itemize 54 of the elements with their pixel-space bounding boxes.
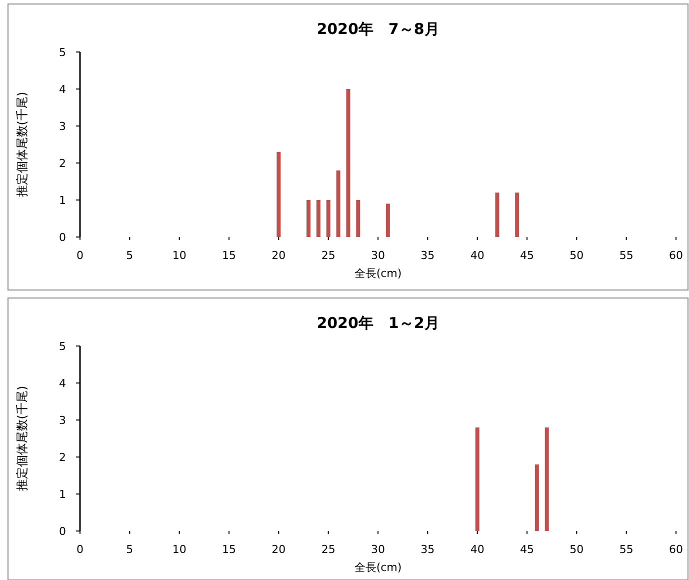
bar xyxy=(316,200,320,237)
x-tick-label: 5 xyxy=(126,543,134,556)
bar xyxy=(386,204,390,237)
x-axis-title: 全長(cm) xyxy=(354,561,402,574)
y-axis-title: 推定個体尾数(千尾) xyxy=(15,92,29,198)
x-axis-title: 全長(cm) xyxy=(354,267,402,280)
y-tick-label: 4 xyxy=(59,377,66,390)
y-tick-label: 0 xyxy=(59,525,66,538)
x-tick-label: 15 xyxy=(222,249,236,262)
chart-title: 2020年 1～2月 xyxy=(316,314,440,332)
y-tick-label: 5 xyxy=(59,340,66,353)
bar xyxy=(495,192,500,237)
y-tick-label: 2 xyxy=(59,451,66,464)
x-tick-label: 5 xyxy=(126,249,134,262)
bar xyxy=(336,170,340,237)
x-tick-label: 55 xyxy=(619,249,634,262)
y-tick-label: 5 xyxy=(59,46,66,59)
x-tick-label: 60 xyxy=(669,249,683,262)
x-tick-label: 35 xyxy=(420,249,435,262)
y-tick-label: 4 xyxy=(59,83,66,96)
bar xyxy=(276,152,281,237)
y-axis-title: 推定個体尾数(千尾) xyxy=(15,386,29,492)
x-tick-label: 45 xyxy=(520,543,534,556)
x-tick-label: 30 xyxy=(371,543,385,556)
bar xyxy=(306,200,310,237)
x-tick-label: 0 xyxy=(76,249,84,262)
x-tick-label: 50 xyxy=(570,249,584,262)
y-tick-label: 3 xyxy=(59,414,66,427)
x-tick-label: 10 xyxy=(172,543,186,556)
y-tick-label: 3 xyxy=(59,120,66,133)
x-tick-label: 45 xyxy=(520,249,534,262)
y-tick-label: 0 xyxy=(59,231,66,244)
x-tick-label: 60 xyxy=(669,543,683,556)
x-tick-label: 35 xyxy=(420,543,435,556)
y-tick-label: 2 xyxy=(59,157,66,170)
x-tick-label: 40 xyxy=(470,249,484,262)
x-tick-label: 0 xyxy=(76,543,84,556)
bar xyxy=(356,200,360,237)
bar xyxy=(326,200,330,237)
y-tick-label: 1 xyxy=(59,194,66,207)
x-tick-label: 55 xyxy=(619,543,634,556)
chart-title: 2020年 7～8月 xyxy=(316,20,440,38)
x-tick-label: 50 xyxy=(570,543,584,556)
bar xyxy=(346,89,350,237)
x-tick-label: 25 xyxy=(321,249,336,262)
x-tick-label: 40 xyxy=(470,543,484,556)
x-tick-label: 25 xyxy=(321,543,336,556)
y-tick-label: 1 xyxy=(59,488,66,501)
x-tick-label: 15 xyxy=(222,543,236,556)
bar xyxy=(515,192,520,237)
x-tick-label: 30 xyxy=(371,249,385,262)
x-tick-label: 20 xyxy=(272,249,286,262)
x-tick-label: 10 xyxy=(172,249,186,262)
x-tick-label: 20 xyxy=(272,543,286,556)
